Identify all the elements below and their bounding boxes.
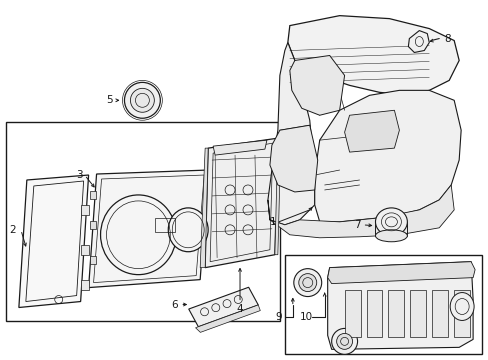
Polygon shape: [314, 90, 460, 222]
Text: 5: 5: [106, 95, 112, 105]
Polygon shape: [81, 205, 88, 215]
Polygon shape: [327, 262, 472, 349]
Ellipse shape: [130, 88, 154, 112]
Text: 2: 2: [9, 225, 16, 235]
Polygon shape: [289, 55, 344, 115]
Polygon shape: [213, 140, 266, 155]
Text: 6: 6: [171, 300, 178, 310]
Polygon shape: [200, 148, 208, 268]
Ellipse shape: [331, 328, 357, 354]
Bar: [344, 289, 360, 337]
Text: 7: 7: [353, 220, 360, 230]
Ellipse shape: [168, 208, 208, 252]
Bar: [453, 289, 469, 337]
Polygon shape: [344, 110, 399, 152]
Polygon shape: [81, 280, 88, 289]
Ellipse shape: [101, 195, 176, 275]
Polygon shape: [89, 221, 95, 229]
Polygon shape: [89, 191, 95, 199]
Polygon shape: [81, 245, 88, 255]
Ellipse shape: [449, 293, 473, 320]
Polygon shape: [327, 262, 474, 284]
Bar: [387, 289, 404, 337]
Bar: [285, 255, 481, 354]
Polygon shape: [188, 287, 258, 327]
Polygon shape: [19, 175, 88, 307]
Bar: [431, 289, 447, 337]
Ellipse shape: [375, 208, 407, 236]
Bar: [6, 122, 279, 321]
Polygon shape: [287, 15, 458, 95]
Ellipse shape: [293, 269, 321, 297]
Ellipse shape: [375, 230, 407, 242]
Text: 3: 3: [76, 170, 82, 180]
Polygon shape: [267, 185, 453, 238]
Text: 8: 8: [443, 33, 450, 44]
Ellipse shape: [298, 274, 316, 292]
Bar: [155, 218, 175, 232]
Polygon shape: [274, 138, 280, 255]
Text: 9: 9: [275, 312, 281, 323]
Polygon shape: [267, 42, 314, 225]
Polygon shape: [407, 31, 428, 53]
Bar: [409, 289, 426, 337]
Polygon shape: [269, 125, 317, 192]
Polygon shape: [88, 170, 208, 288]
Polygon shape: [195, 305, 260, 332]
Polygon shape: [89, 256, 95, 264]
Text: 4: 4: [236, 305, 243, 315]
Polygon shape: [205, 138, 277, 268]
Ellipse shape: [336, 333, 352, 349]
Text: 1: 1: [270, 217, 276, 227]
Text: 10: 10: [299, 312, 312, 323]
Bar: [366, 289, 382, 337]
Ellipse shape: [124, 82, 160, 118]
